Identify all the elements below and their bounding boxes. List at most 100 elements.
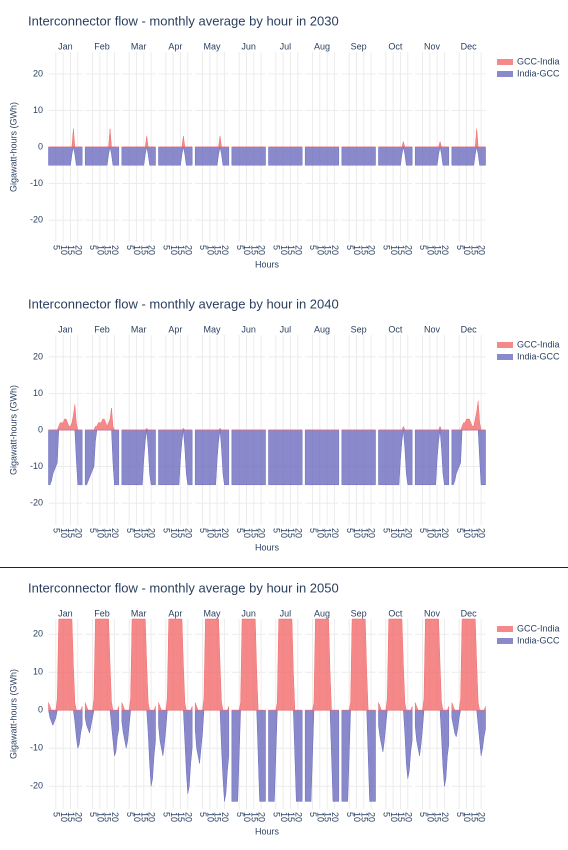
x-tick-label: 5 xyxy=(381,528,391,533)
x-tick-label: 5 xyxy=(125,245,135,250)
area xyxy=(451,400,486,431)
area xyxy=(268,429,303,486)
x-tick-label: 10 xyxy=(389,245,399,255)
facet-label: Jan xyxy=(58,324,73,334)
facet-label: Jun xyxy=(241,41,256,51)
x-tick-label: 20 xyxy=(330,812,340,822)
x-tick-label: 5 xyxy=(198,245,208,250)
x-tick-label: 5 xyxy=(51,528,61,533)
x-tick-label: 10 xyxy=(95,812,105,822)
facet-label: May xyxy=(203,41,221,51)
x-tick-label: 15 xyxy=(359,528,369,538)
x-tick-label: 10 xyxy=(425,245,435,255)
area xyxy=(121,618,156,711)
facet-label: Mar xyxy=(131,41,147,51)
x-tick-label: 20 xyxy=(440,528,450,538)
area xyxy=(85,128,119,148)
x-tick-label: 15 xyxy=(359,812,369,822)
legend-swatch xyxy=(497,626,513,632)
y-tick-label: 20 xyxy=(33,68,43,78)
legend-swatch xyxy=(497,354,513,360)
legend-label: GCC-India xyxy=(517,56,560,66)
legend-swatch xyxy=(497,638,513,644)
x-tick-label: 20 xyxy=(110,528,120,538)
facet-label: Jun xyxy=(241,608,256,618)
area xyxy=(194,618,230,711)
legend-label: India-GCC xyxy=(517,635,560,645)
x-tick-label: 10 xyxy=(132,245,142,255)
x-tick-label: 10 xyxy=(279,812,289,822)
x-tick-label: 10 xyxy=(389,528,399,538)
area xyxy=(378,146,413,166)
y-axis-label: Gigawatt-hours (GWh) xyxy=(8,385,18,475)
area xyxy=(414,618,450,711)
x-tick-label: 10 xyxy=(352,245,362,255)
x-tick-label: 15 xyxy=(469,245,479,255)
x-tick-label: 10 xyxy=(315,812,325,822)
x-tick-label: 10 xyxy=(315,245,325,255)
y-tick-label: -10 xyxy=(30,178,43,188)
facet-label: Jul xyxy=(280,324,292,334)
x-tick-label: 15 xyxy=(396,812,406,822)
facet-label: Aug xyxy=(314,608,330,618)
y-tick-label: 0 xyxy=(38,705,43,715)
x-tick-label: 15 xyxy=(103,812,113,822)
x-tick-label: 5 xyxy=(455,245,465,250)
x-tick-label: 20 xyxy=(220,528,230,538)
x-tick-label: 10 xyxy=(59,528,69,538)
x-tick-label: 15 xyxy=(286,528,296,538)
chart-title: Interconnector flow - monthly average by… xyxy=(28,13,339,28)
x-tick-label: 10 xyxy=(462,528,472,538)
x-tick-label: 15 xyxy=(103,245,113,255)
area xyxy=(341,429,376,486)
area xyxy=(48,429,83,486)
x-tick-label: 20 xyxy=(73,245,83,255)
x-tick-label: 10 xyxy=(205,812,215,822)
x-tick-label: 15 xyxy=(469,812,479,822)
area xyxy=(451,128,486,148)
x-tick-label: 15 xyxy=(66,245,76,255)
x-tick-label: 15 xyxy=(213,528,223,538)
y-tick-label: -20 xyxy=(30,781,43,791)
x-tick-label: 10 xyxy=(242,812,252,822)
x-tick-label: 10 xyxy=(462,245,472,255)
x-tick-label: 10 xyxy=(352,812,362,822)
area xyxy=(121,146,156,166)
y-tick-label: 0 xyxy=(38,141,43,151)
facet-label: Nov xyxy=(424,41,441,51)
facet-label: May xyxy=(203,608,221,618)
facet-label: Aug xyxy=(314,324,330,334)
x-tick-label: 15 xyxy=(176,245,186,255)
x-tick-label: 10 xyxy=(425,812,435,822)
x-tick-label: 20 xyxy=(257,528,267,538)
x-tick-label: 15 xyxy=(213,245,223,255)
x-tick-label: 10 xyxy=(169,528,179,538)
x-tick-label: 20 xyxy=(367,245,377,255)
x-tick-label: 5 xyxy=(308,245,318,250)
area xyxy=(268,146,303,166)
x-tick-label: 5 xyxy=(198,528,208,533)
x-tick-label: 15 xyxy=(396,245,406,255)
x-tick-label: 20 xyxy=(403,528,413,538)
x-tick-label: 15 xyxy=(323,528,333,538)
y-axis-label: Gigawatt-hours (GWh) xyxy=(8,669,18,759)
area xyxy=(84,146,120,166)
y-axis-label: Gigawatt-hours (GWh) xyxy=(8,102,18,192)
x-tick-label: 5 xyxy=(418,812,428,817)
facet-label: Apr xyxy=(168,324,182,334)
facet-label: Jul xyxy=(280,608,292,618)
x-tick-label: 10 xyxy=(132,528,142,538)
x-tick-label: 20 xyxy=(403,812,413,822)
x-tick-label: 20 xyxy=(477,812,487,822)
area xyxy=(194,709,230,802)
legend-swatch xyxy=(497,59,513,65)
x-tick-label: 15 xyxy=(433,812,443,822)
x-tick-label: 10 xyxy=(205,245,215,255)
facet-label: Oct xyxy=(388,608,403,618)
x-tick-label: 15 xyxy=(323,245,333,255)
area xyxy=(341,618,376,711)
x-tick-label: 10 xyxy=(279,245,289,255)
x-tick-label: 10 xyxy=(169,245,179,255)
area xyxy=(378,140,413,148)
x-tick-label: 15 xyxy=(176,528,186,538)
